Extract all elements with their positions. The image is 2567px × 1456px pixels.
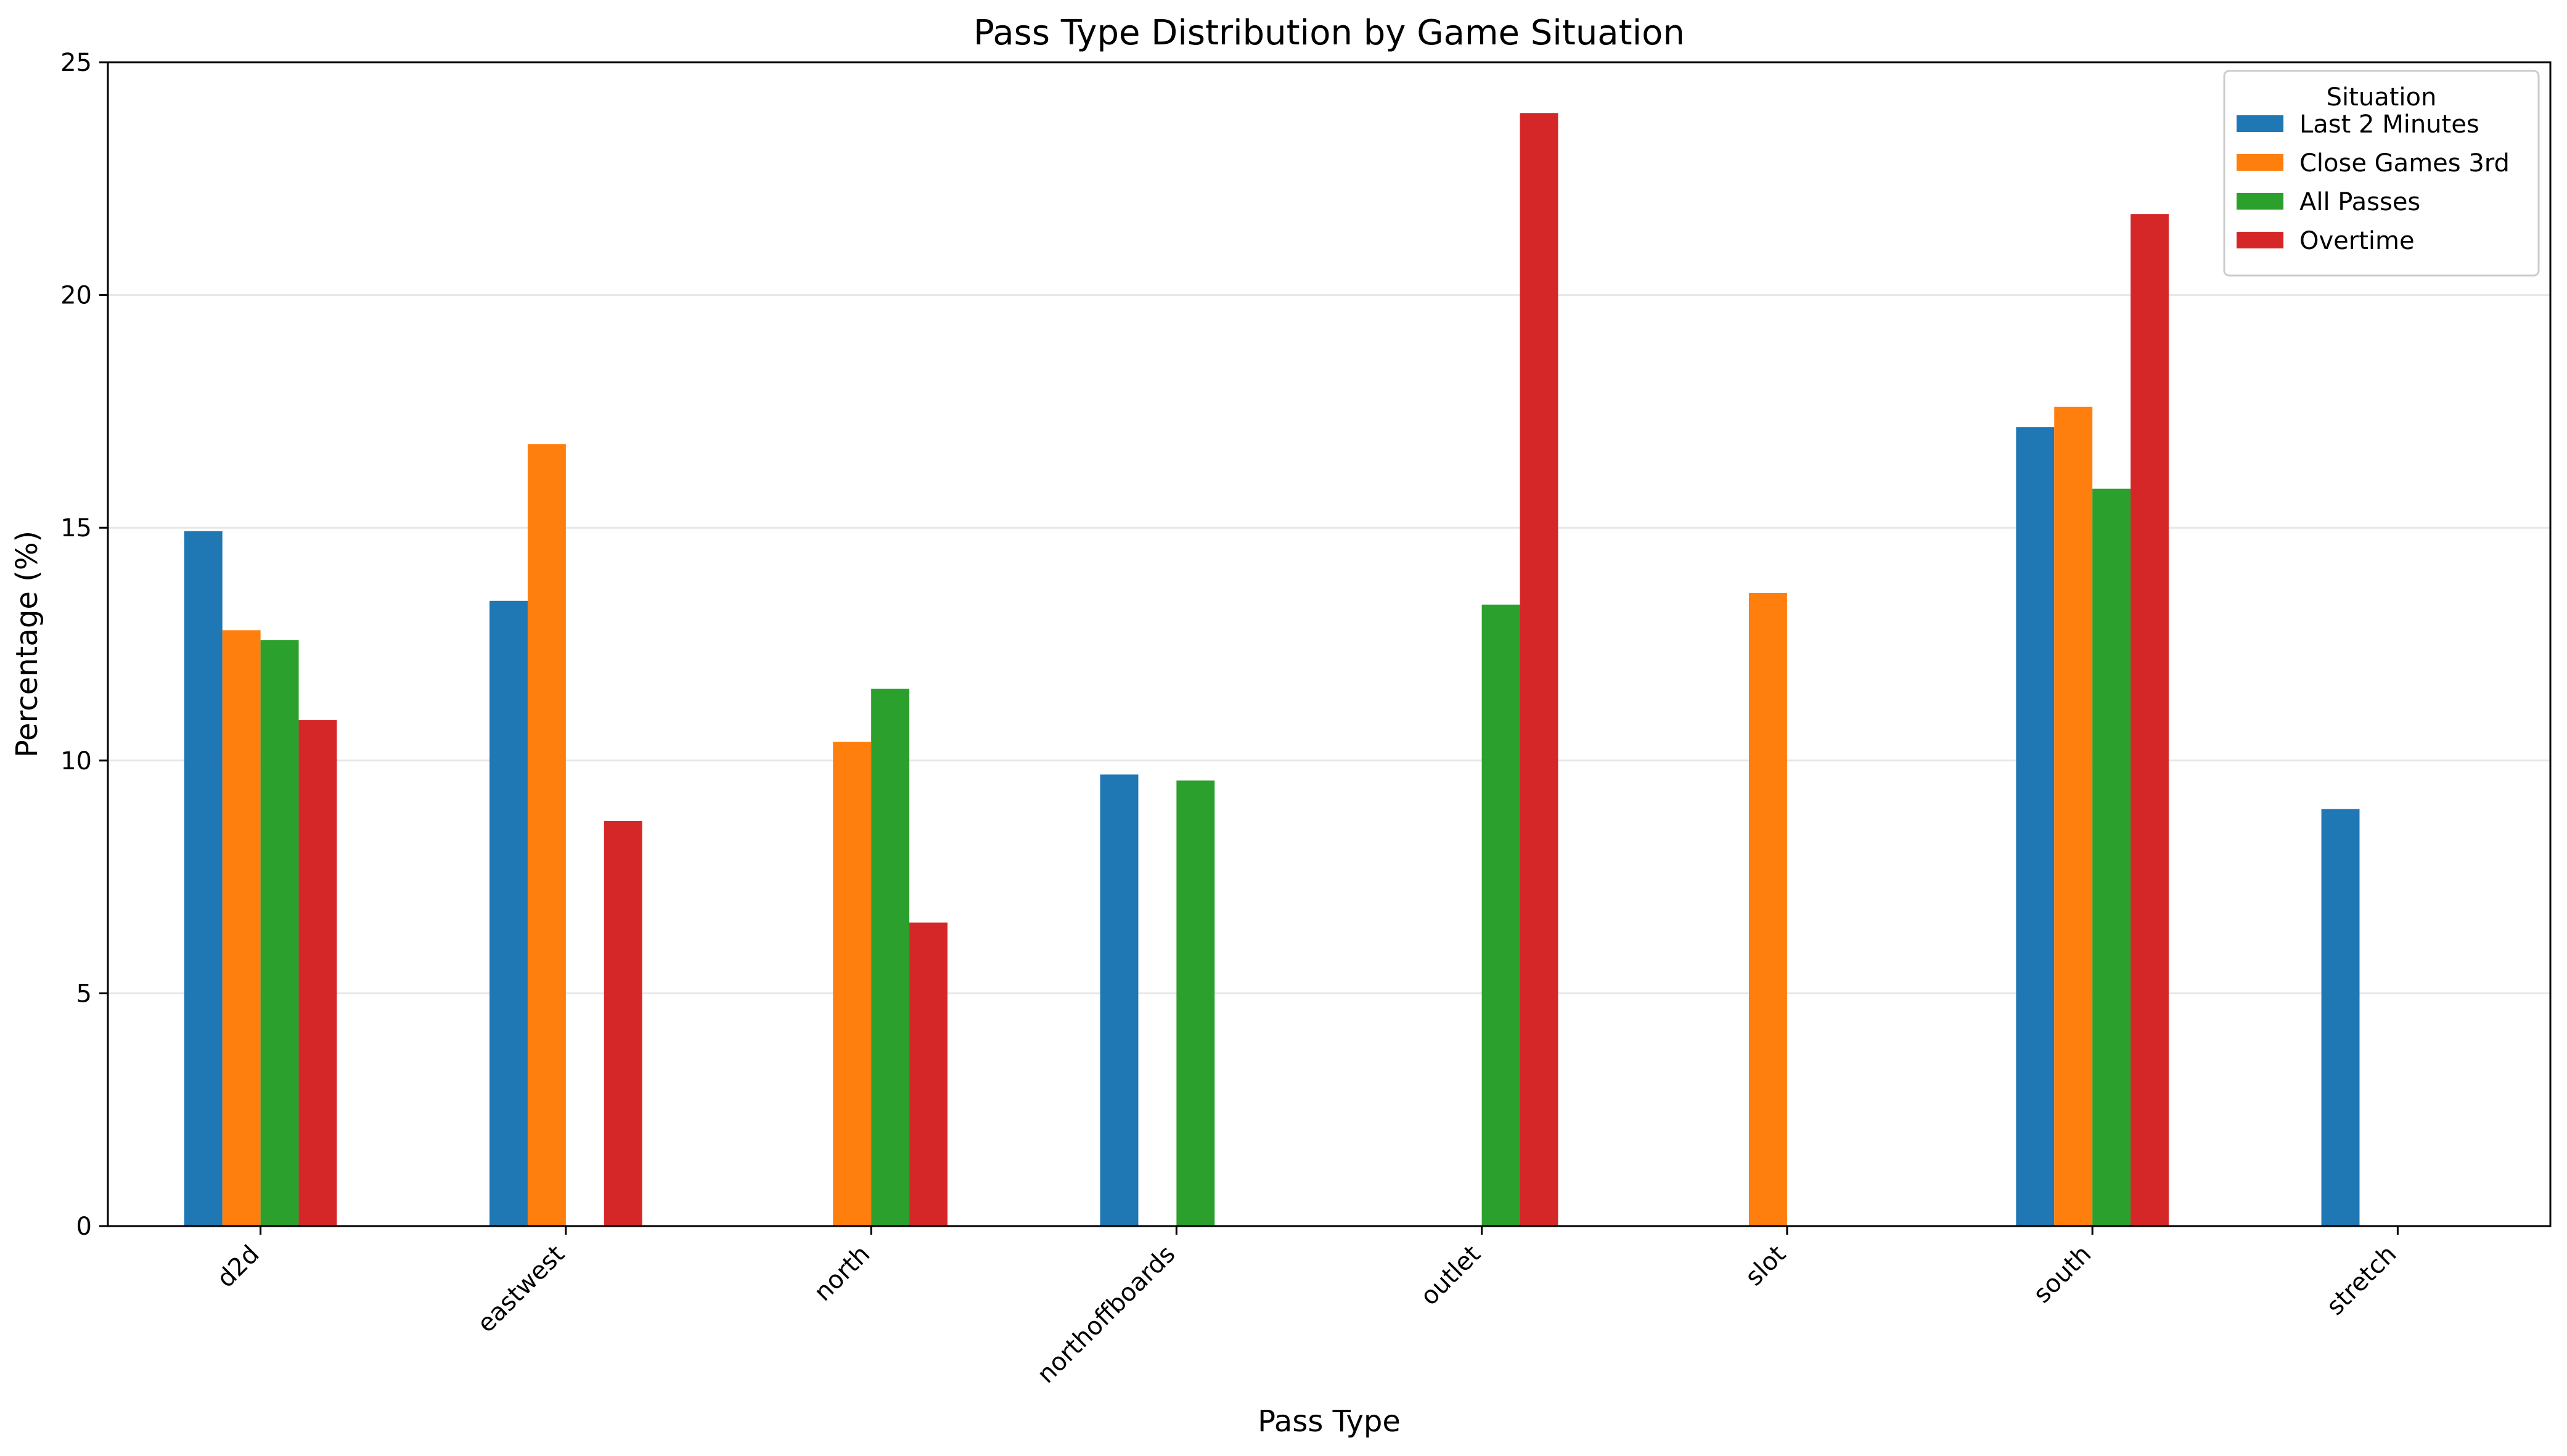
- legend-items: Last 2 Minutes Close Games 3rd All Passes O…: [2237, 110, 2510, 255]
- legend-box: [2223, 70, 2540, 277]
- y-tick-label: 20: [60, 282, 92, 310]
- bar-northoffboards-3: [1176, 780, 1215, 1226]
- legend-label: Close Games 3rd: [2299, 149, 2510, 178]
- legend: Situation Last 2 Minutes Close Games 3rd A…: [2223, 70, 2540, 277]
- y-axis-ticks: 0 5 10 15 20 25: [60, 49, 108, 1241]
- y-tick-label: 5: [76, 980, 92, 1008]
- bar-north-2: [833, 742, 872, 1226]
- y-tick-label: 15: [60, 514, 92, 542]
- legend-swatch: [2237, 193, 2283, 210]
- bar-d2d-1: [184, 531, 223, 1227]
- bar-south-4: [2131, 214, 2169, 1226]
- bar-d2d-2: [222, 630, 261, 1226]
- legend-label: All Passes: [2299, 188, 2420, 216]
- legend-title: Situation: [2327, 83, 2437, 112]
- bar-slot-2: [1748, 592, 1787, 1226]
- bar-d2d-4: [298, 720, 337, 1226]
- bar-eastwest-4: [604, 820, 642, 1226]
- bar-eastwest-1: [489, 600, 528, 1226]
- legend-label: Overtime: [2299, 227, 2415, 255]
- y-axis-label: Percentage (%): [10, 531, 44, 758]
- bar-northoffboards-1: [1100, 774, 1139, 1226]
- bar-d2d-3: [260, 640, 299, 1226]
- bar-south-3: [2092, 488, 2131, 1226]
- bar-south-1: [2016, 427, 2055, 1226]
- axes-frame: [107, 61, 2552, 1227]
- legend-swatch: [2237, 115, 2283, 132]
- x-axis-label: Pass Type: [1258, 1404, 1401, 1439]
- bar-stretch-1: [2321, 809, 2360, 1226]
- bar-outlet-4: [1520, 113, 1558, 1227]
- y-tick-label: 0: [76, 1213, 92, 1241]
- y-tick-label: 25: [60, 49, 92, 77]
- legend-swatch: [2237, 154, 2283, 171]
- chart-title: Pass Type Distribution by Game Situation: [973, 13, 1685, 53]
- legend-swatch: [2237, 232, 2283, 248]
- bar-north-4: [909, 922, 948, 1226]
- bar-south-2: [2054, 406, 2093, 1226]
- legend-label: Last 2 Minutes: [2299, 110, 2479, 139]
- y-tick-label: 10: [60, 747, 92, 775]
- bar-eastwest-2: [527, 444, 566, 1227]
- bar-north-3: [871, 689, 910, 1226]
- bars: [184, 113, 2360, 1227]
- bar-outlet-3: [1481, 604, 1520, 1226]
